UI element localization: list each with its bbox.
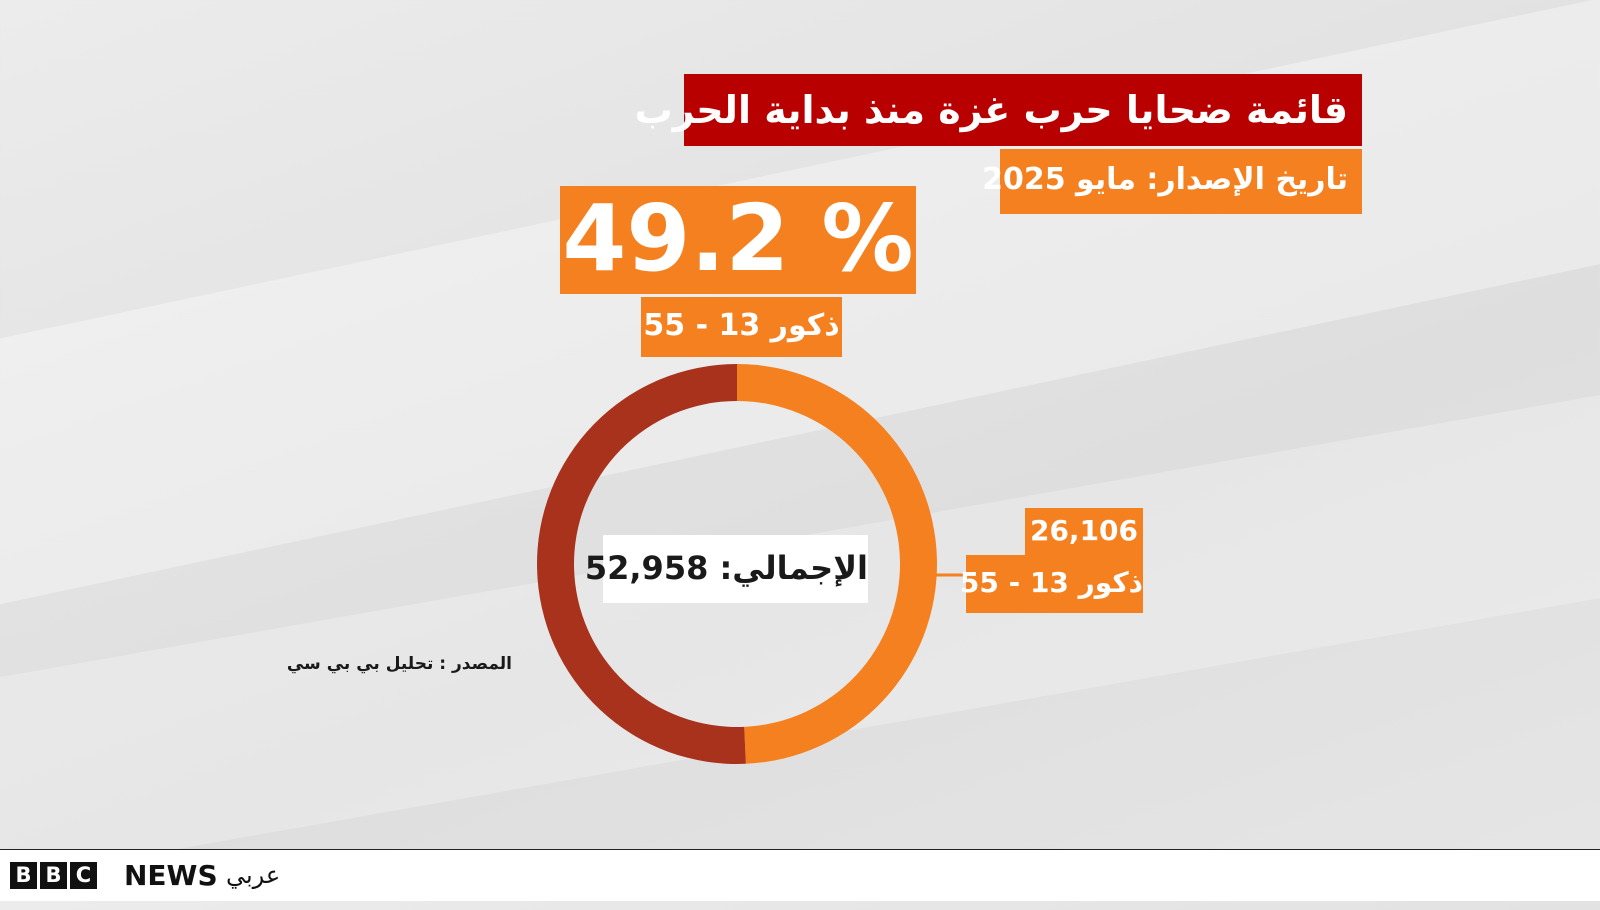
highlight-label: ذكور 13 - 55 (641, 297, 842, 357)
callout-value: 26,106 (1025, 508, 1143, 555)
language-label: عربي (226, 861, 281, 889)
bbc-logo: B B C (10, 862, 97, 889)
chart-title: قائمة ضحايا حرب غزة منذ بداية الحرب (634, 74, 1362, 146)
news-wordmark: NEWS (124, 859, 218, 892)
bbc-logo-block: B (10, 862, 37, 889)
bbc-logo-block: C (70, 862, 97, 889)
donut-group (537, 364, 938, 764)
callout-label: ذكور 13 - 55 (960, 555, 1143, 613)
total-label: الإجمالي: 52,958 (585, 535, 868, 603)
donut-segment-males-13-55 (737, 364, 938, 764)
bbc-logo-block: B (40, 862, 67, 889)
source-note: المصدر : تحليل بي بي سي (286, 654, 512, 674)
highlight-percent: % 49.2 (560, 186, 916, 294)
footer-bar: B B C NEWS عربي (0, 849, 1600, 901)
release-date: تاريخ الإصدار: مايو 2025 (982, 149, 1362, 214)
donut-segment-others (537, 364, 746, 764)
